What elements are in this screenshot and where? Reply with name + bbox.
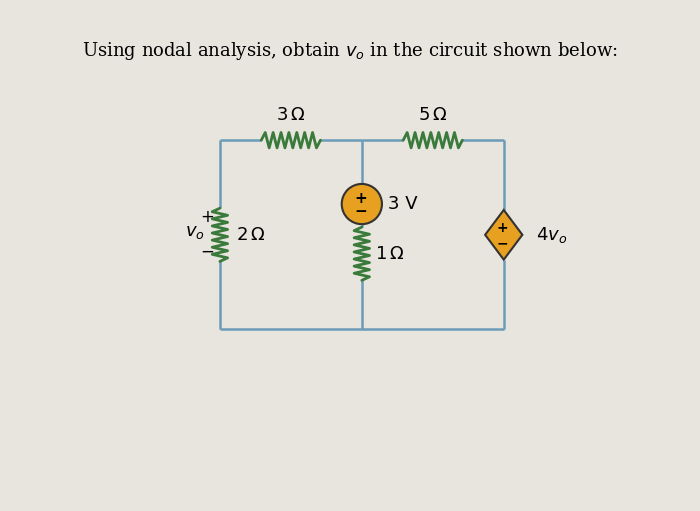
Text: $1\,\Omega$: $1\,\Omega$ <box>374 245 404 263</box>
Text: +: + <box>200 208 214 226</box>
Text: −: − <box>355 204 368 219</box>
Text: $4v_o$: $4v_o$ <box>536 225 568 245</box>
Text: +: + <box>497 221 508 235</box>
Text: −: − <box>497 236 508 250</box>
Text: $2\,\Omega$: $2\,\Omega$ <box>237 226 266 244</box>
Text: 3 V: 3 V <box>389 195 418 213</box>
Text: −: − <box>200 242 214 261</box>
Text: +: + <box>355 191 368 206</box>
Text: Using nodal analysis, obtain $v_o$ in the circuit shown below:: Using nodal analysis, obtain $v_o$ in th… <box>82 40 618 62</box>
Text: $v_o$: $v_o$ <box>186 223 205 241</box>
Text: $3\,\Omega$: $3\,\Omega$ <box>276 106 306 124</box>
Polygon shape <box>485 210 522 260</box>
Text: $5\,\Omega$: $5\,\Omega$ <box>418 106 447 124</box>
Circle shape <box>342 184 382 224</box>
